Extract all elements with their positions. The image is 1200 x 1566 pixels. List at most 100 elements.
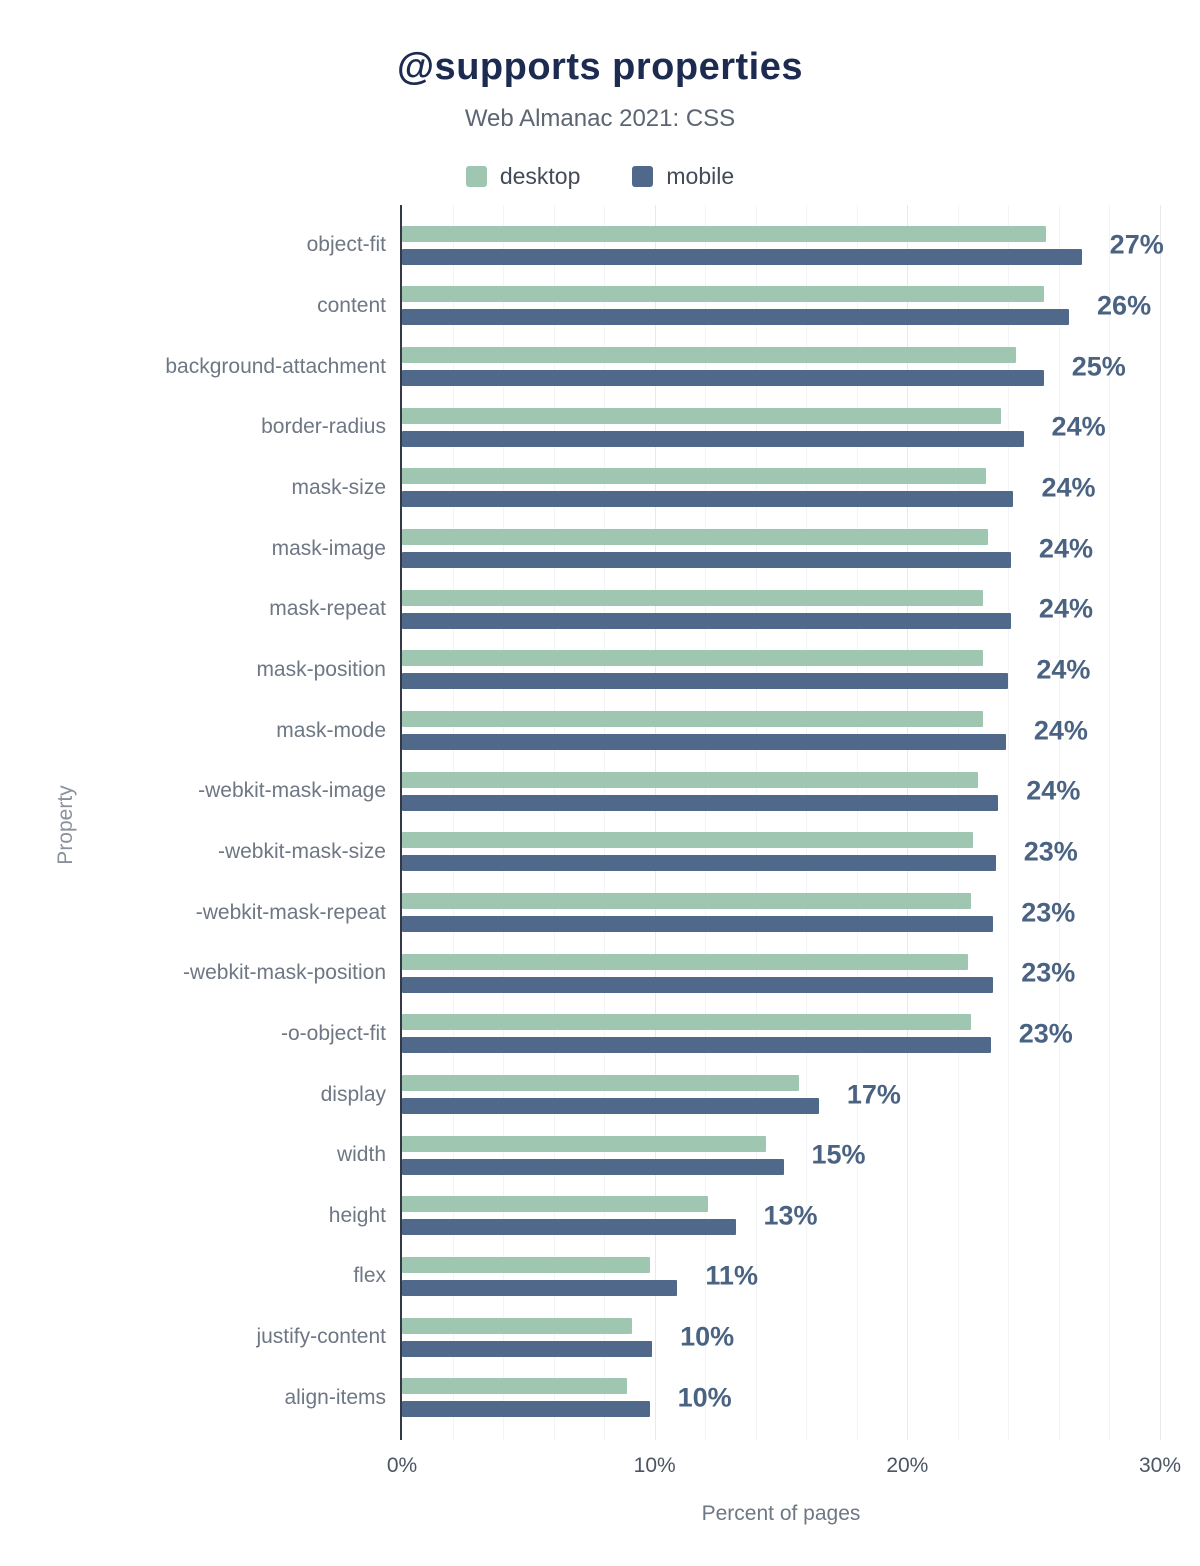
desktop-bar	[402, 286, 1044, 303]
bar-group	[402, 518, 1160, 579]
desktop-bar	[402, 468, 986, 485]
legend-item-desktop: desktop	[465, 163, 580, 190]
bar-group	[402, 761, 1160, 822]
category-label: -webkit-mask-size	[217, 839, 386, 863]
category-label: flex	[353, 1264, 386, 1288]
bar-group	[402, 943, 1160, 1004]
value-label: 17%	[846, 1079, 901, 1110]
bar-group	[402, 1367, 1160, 1428]
desktop-bar	[402, 1014, 971, 1031]
bar-group	[402, 579, 1160, 640]
bar-row: -webkit-mask-repeat 23%	[196, 882, 1160, 943]
mobile-bar	[402, 1219, 736, 1236]
y-axis-title: Property	[54, 785, 77, 865]
mobile-bar	[402, 855, 996, 872]
bar-row: mask-size 24%	[291, 458, 1160, 519]
bar-row: -webkit-mask-position 23%	[183, 943, 1160, 1004]
desktop-bar	[402, 1378, 627, 1395]
value-label: 10%	[677, 1382, 732, 1413]
bar-row: object-fit 27%	[307, 215, 1164, 276]
gridline	[705, 205, 707, 1440]
value-label: 26%	[1097, 290, 1152, 321]
bar-group	[402, 276, 1160, 337]
gridline	[503, 205, 505, 1440]
value-label: 11%	[705, 1260, 758, 1291]
desktop-bar	[402, 953, 968, 970]
desktop-bar	[402, 893, 971, 910]
x-tick-label: 10%	[633, 1454, 676, 1477]
plot-area: object-fit 27% content 26% background-attach…	[165, 205, 1181, 1525]
category-label: width	[336, 1143, 386, 1167]
value-label: 10%	[680, 1321, 735, 1352]
desktop-bar	[402, 529, 989, 546]
gridline	[907, 205, 909, 1440]
category-label: mask-size	[291, 475, 386, 499]
legend-swatch-mobile	[632, 166, 654, 187]
bar-row: mask-mode 24%	[276, 700, 1160, 761]
gridline	[806, 205, 808, 1440]
bar-group	[402, 1064, 1160, 1125]
bar-group	[402, 700, 1160, 761]
category-label: display	[320, 1082, 386, 1106]
mobile-bar	[402, 370, 1044, 387]
gridline	[1109, 205, 1111, 1440]
desktop-bar	[402, 1256, 650, 1273]
desktop-bar	[402, 1317, 632, 1334]
bar-row: width 15%	[337, 1125, 1160, 1186]
gridline	[604, 205, 606, 1440]
category-label: mask-mode	[276, 718, 386, 742]
gridline	[1008, 205, 1010, 1440]
legend-label-mobile: mobile	[666, 163, 735, 189]
bar-group	[402, 1307, 1160, 1368]
bar-group	[402, 1246, 1160, 1307]
gridline	[553, 205, 555, 1440]
bar-row: align-items 10%	[284, 1367, 1160, 1428]
category-label: mask-repeat	[269, 597, 386, 621]
category-label: -webkit-mask-position	[182, 961, 386, 985]
bar-group	[402, 397, 1160, 458]
value-label: 23%	[1023, 836, 1078, 867]
category-label: justify-content	[256, 1325, 386, 1349]
desktop-bar	[402, 407, 1001, 424]
bar-row: height 13%	[329, 1186, 1160, 1247]
value-label: 24%	[1051, 411, 1106, 442]
mobile-bar	[402, 248, 1082, 265]
mobile-bar	[402, 1037, 991, 1054]
desktop-bar	[402, 347, 1016, 364]
category-label: mask-position	[256, 657, 386, 681]
value-label: 15%	[811, 1139, 866, 1170]
value-label: 24%	[1033, 715, 1088, 746]
chart-subtitle: Web Almanac 2021: CSS	[464, 105, 736, 132]
bar-group	[402, 1125, 1160, 1186]
mobile-bar	[402, 976, 994, 993]
mobile-bar	[402, 552, 1011, 569]
category-label: background-attachment	[165, 354, 386, 378]
gridlines	[402, 205, 1161, 1440]
gridline	[1058, 205, 1060, 1440]
bar-row: -webkit-mask-image 24%	[198, 761, 1160, 822]
gridline	[452, 205, 454, 1440]
x-tick-label: 30%	[1138, 1454, 1182, 1477]
desktop-bar	[402, 589, 984, 606]
bar-group	[402, 882, 1160, 943]
bar-group	[402, 458, 1160, 519]
category-label: -webkit-mask-image	[198, 779, 386, 803]
legend-item-mobile: mobile	[632, 163, 734, 190]
mobile-bar	[402, 734, 1006, 751]
mobile-bar	[402, 309, 1070, 326]
x-tick-label: 20%	[886, 1454, 929, 1477]
x-tick-label: 0%	[386, 1454, 418, 1477]
bar-row: content 26%	[317, 276, 1160, 337]
category-label: object-fit	[306, 233, 386, 257]
gridline	[1160, 205, 1161, 1440]
x-axis-title: Percent of pages	[701, 1502, 861, 1525]
value-label: 27%	[1109, 229, 1164, 260]
value-label: 24%	[1038, 533, 1093, 564]
gridline	[654, 205, 656, 1440]
value-label: 23%	[1018, 1018, 1073, 1049]
bar-group	[402, 1186, 1160, 1247]
bar-group	[402, 822, 1160, 883]
mobile-bar	[402, 1098, 819, 1115]
category-label: mask-image	[271, 536, 386, 560]
mobile-bar	[402, 1279, 678, 1296]
